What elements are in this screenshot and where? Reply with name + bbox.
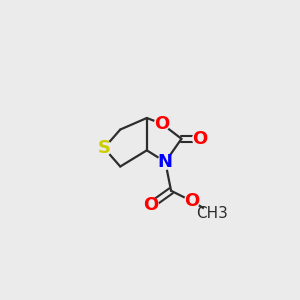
Circle shape [97, 141, 112, 155]
Text: O: O [143, 196, 159, 214]
Text: O: O [184, 192, 200, 210]
Text: S: S [98, 139, 111, 157]
Circle shape [184, 194, 199, 208]
Circle shape [193, 131, 207, 146]
Text: N: N [158, 153, 173, 171]
Text: O: O [192, 130, 208, 148]
Text: CH3: CH3 [196, 206, 228, 221]
Circle shape [203, 204, 221, 222]
Circle shape [144, 198, 158, 212]
Circle shape [158, 154, 173, 169]
Text: O: O [154, 115, 170, 133]
Circle shape [154, 116, 169, 131]
